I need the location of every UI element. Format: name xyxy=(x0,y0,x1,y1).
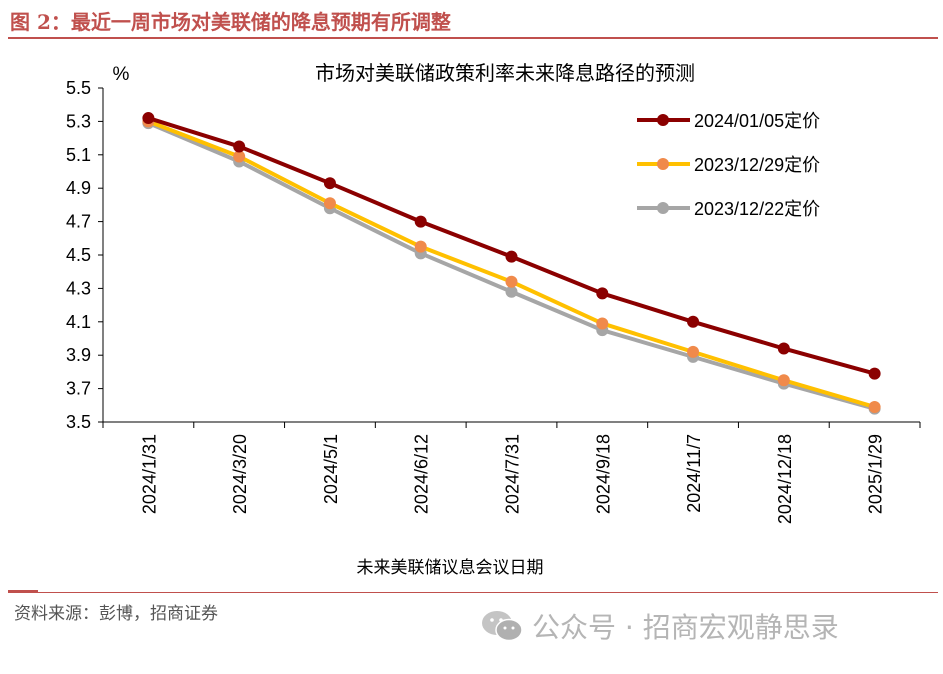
source-note: 资料来源：彭博，招商证券 xyxy=(14,604,218,624)
figure-title: 图 2：最近一周市场对美联储的降息预期有所调整 xyxy=(10,10,451,34)
y-unit-label: % xyxy=(113,64,130,85)
data-point xyxy=(142,112,155,125)
legend-swatch-marker xyxy=(657,202,669,214)
y-tick-label: 4.1 xyxy=(66,312,91,332)
data-point xyxy=(414,240,427,253)
header-rule xyxy=(8,37,938,39)
data-point xyxy=(414,215,427,228)
y-tick-label: 3.7 xyxy=(66,379,91,399)
data-point xyxy=(868,367,881,380)
x-tick-label: 2024/3/20 xyxy=(230,434,250,514)
legend-label: 2023/12/22定价 xyxy=(694,199,820,219)
data-point xyxy=(233,150,246,163)
y-tick-label: 4.5 xyxy=(66,245,91,265)
data-point xyxy=(233,140,246,153)
data-point xyxy=(777,374,790,387)
legend: 2024/01/05定价 2023/12/29定价 2023/12/22定价 xyxy=(637,111,820,219)
axes-group: 5.5 5.3 5.1 4.9 4.7 4.5 4.3 4.1 3.9 3.7 3.5 2024/1/… xyxy=(66,78,921,524)
x-tick-label: 2024/11/7 xyxy=(684,434,704,513)
data-point xyxy=(323,177,336,190)
y-tick-label: 5.1 xyxy=(66,145,91,165)
data-point xyxy=(687,345,700,358)
series-layer xyxy=(142,112,881,415)
legend-item: 2024/01/05定价 xyxy=(637,111,820,131)
watermark: 公众号 · 招商宏观静思录 xyxy=(480,606,839,646)
footer-rule-mark xyxy=(8,590,38,593)
legend-label: 2024/01/05定价 xyxy=(694,111,820,131)
y-tick-label: 3.9 xyxy=(66,345,91,365)
x-tick-label: 2024/5/1 xyxy=(321,434,341,504)
data-point xyxy=(505,250,518,263)
x-axis-label: 未来美联储议息会议日期 xyxy=(357,558,544,578)
series-1 xyxy=(142,112,881,380)
chart-title: 市场对美联储政策利率未来降息路径的预测 xyxy=(315,61,695,85)
data-point xyxy=(596,317,609,330)
data-point xyxy=(505,275,518,288)
data-point xyxy=(687,315,700,328)
data-point xyxy=(868,400,881,413)
data-point xyxy=(323,197,336,210)
series-2 xyxy=(142,115,881,413)
data-point xyxy=(596,287,609,300)
x-tick-label: 2025/1/29 xyxy=(866,434,886,514)
legend-swatch-marker xyxy=(657,114,669,126)
y-tick-label: 4.7 xyxy=(66,212,91,232)
y-tick-label: 3.5 xyxy=(66,412,91,432)
legend-item: 2023/12/22定价 xyxy=(637,199,820,219)
x-tick-label: 2024/12/18 xyxy=(775,434,795,524)
wechat-icon xyxy=(482,611,523,642)
y-tick-label: 5.3 xyxy=(66,111,91,131)
y-tick-label: 5.5 xyxy=(66,78,91,98)
legend-swatch-marker xyxy=(657,158,669,170)
y-tick-label: 4.9 xyxy=(66,178,91,198)
legend-item: 2023/12/29定价 xyxy=(637,155,820,175)
x-tick-label: 2024/7/31 xyxy=(503,434,523,514)
watermark-text: 公众号 · 招商宏观静思录 xyxy=(532,611,839,644)
data-point xyxy=(777,342,790,355)
data-point xyxy=(505,285,518,298)
x-tick-label: 2024/1/31 xyxy=(139,434,159,514)
footer-rule xyxy=(8,592,938,593)
y-tick-label: 4.3 xyxy=(66,278,91,298)
x-tick-label: 2024/9/18 xyxy=(593,434,613,514)
x-tick-label: 2024/6/12 xyxy=(412,434,432,514)
legend-label: 2023/12/29定价 xyxy=(694,155,820,175)
